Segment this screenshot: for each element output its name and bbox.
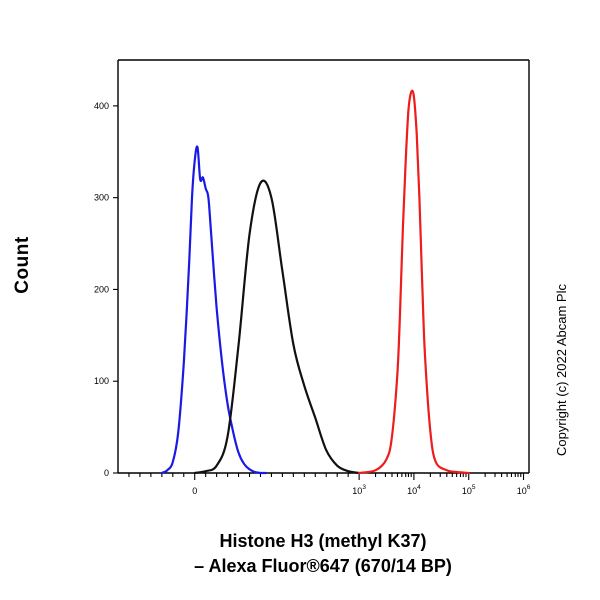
x-axis-label-line-1: Histone H3 (methyl K37) — [219, 531, 426, 551]
series-red-curve — [358, 89, 470, 475]
y-tick-label: 300 — [94, 193, 109, 203]
y-axis: 0 100 200 300 400 — [94, 101, 118, 478]
x-tick-label: 106 — [517, 484, 531, 496]
copyright-notice: Copyright (c) 2022 Abcam Plc — [554, 284, 569, 456]
series-black-curve — [193, 179, 361, 475]
y-axis-label: Count — [12, 236, 33, 294]
series-layer — [160, 89, 470, 475]
y-tick-label: 0 — [104, 468, 109, 478]
y-tick-label: 200 — [94, 284, 109, 294]
x-tick-label: 105 — [462, 484, 476, 496]
x-axis: 0 103 104 105 106 — [128, 473, 531, 496]
x-tick-label: 104 — [407, 484, 421, 496]
y-tick-label: 400 — [94, 101, 109, 111]
x-tick-label: 0 — [192, 486, 197, 496]
x-axis-label-line-2: – Alexa Fluor®647 (670/14 BP) — [194, 556, 452, 576]
y-tick-label: 100 — [94, 376, 109, 386]
series-blue-curve — [160, 145, 268, 475]
x-tick-label: 103 — [352, 484, 366, 496]
